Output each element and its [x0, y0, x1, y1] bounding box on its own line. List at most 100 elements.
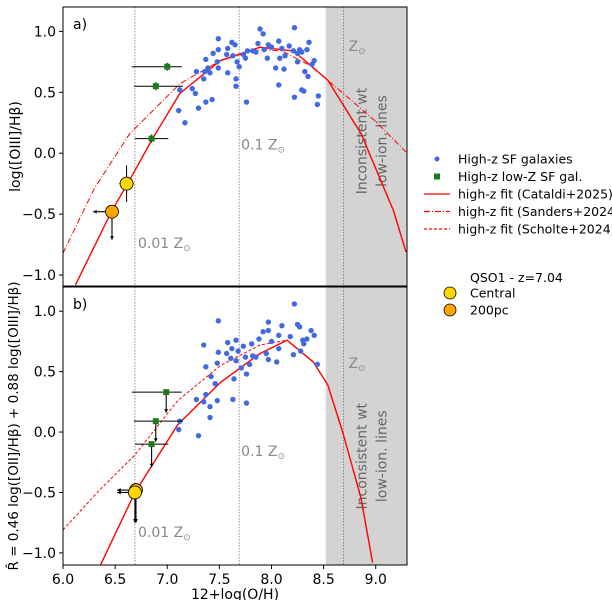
y-tick-label: 0.0 [34, 146, 56, 162]
sf-galaxy-point [203, 56, 209, 63]
sf-galaxy-point [302, 68, 308, 75]
vline-label: 0.01 Z⊙ [138, 525, 191, 543]
vline-label-text: Z [349, 39, 359, 55]
sf-galaxy-point [214, 360, 220, 366]
solar-symbol: ⊙ [183, 533, 191, 543]
sf-galaxy-point [311, 332, 317, 339]
sf-galaxy-point [233, 76, 239, 82]
sf-galaxy-point [291, 301, 298, 307]
legend-label: high-z fit (Sanders+2024) [458, 204, 612, 219]
sf-galaxy-point [225, 45, 231, 52]
sf-galaxy-point [248, 341, 255, 347]
lowz-galaxy-point [148, 441, 155, 448]
sf-galaxy-point [291, 25, 298, 31]
sf-galaxy-point [201, 342, 207, 348]
sf-galaxy-point [304, 336, 310, 342]
solar-symbol: ⊙ [358, 364, 366, 374]
legend-marker-square [434, 173, 440, 180]
qso-point-central [128, 485, 142, 500]
limit-arrow-head [110, 236, 114, 240]
sf-galaxy-point [243, 400, 250, 406]
legend-label: high-z fit (Cataldi+2025) [458, 187, 612, 202]
sf-galaxy-point [314, 361, 321, 368]
sf-galaxy-point [215, 65, 222, 71]
sf-galaxy-point [242, 55, 249, 61]
sf-galaxy-point [233, 83, 239, 89]
sf-galaxy-point [223, 350, 230, 357]
sf-galaxy-point [276, 332, 282, 339]
lowz-galaxy-point [152, 418, 159, 425]
x-tick-label: 6.5 [104, 572, 126, 588]
legend-label: high-z fit (Scholte+2024) [458, 222, 612, 237]
sf-galaxy-point [202, 68, 208, 75]
plot-area: 0.01 Z⊙0.1 Z⊙Z⊙Inconsistent wt low-ion. l… [63, 287, 407, 565]
vline-label: 0.1 Z⊙ [241, 138, 285, 156]
sf-galaxy-point [276, 345, 282, 352]
panel-a: 0.01 Z⊙0.1 Z⊙Z⊙Inconsistent wt low-ion. l… [8, 6, 408, 287]
sf-galaxy-point [228, 355, 234, 362]
sf-galaxy-point [195, 105, 202, 111]
sf-galaxy-point [193, 396, 200, 403]
x-tick-label: 6.0 [52, 572, 74, 588]
sf-galaxy-point [279, 45, 285, 52]
sf-galaxy-point [308, 327, 314, 334]
solar-symbol: ⊙ [183, 244, 191, 254]
legend-qso-marker [443, 303, 457, 317]
sf-galaxy-point [215, 35, 222, 42]
x-tick-label: 7.0 [156, 572, 178, 588]
shaded-region-label: Inconsistent wt [355, 87, 371, 194]
sf-galaxy-point [230, 53, 236, 59]
y-tick-label: 1.0 [34, 304, 56, 320]
sf-galaxy-point [205, 65, 211, 71]
sf-galaxy-point [176, 426, 182, 433]
sf-galaxy-point [272, 65, 279, 71]
sf-galaxy-point [203, 364, 209, 370]
qso-point-200pc [105, 204, 119, 219]
sf-galaxy-point [214, 59, 220, 65]
sf-galaxy-point [244, 48, 251, 54]
vline-label: Z⊙ [349, 39, 366, 57]
legend-qso-title: QSO1 - z=7.04 [470, 270, 563, 285]
sf-galaxy-point [260, 329, 266, 335]
x-axis-label: 12+log(O/H) [191, 587, 279, 600]
vline-label: 0.1 Z⊙ [241, 444, 285, 462]
sf-galaxy-point [276, 38, 282, 44]
sf-galaxy-point [201, 76, 207, 82]
sf-galaxy-point [304, 46, 310, 53]
sf-galaxy-point [215, 318, 222, 324]
sf-galaxy-point [238, 365, 244, 371]
qso-point-central [119, 176, 134, 191]
sf-galaxy-point [279, 322, 285, 329]
legend: High-z SF galaxies High-z low-Z SF gal. hi… [424, 152, 612, 318]
panel-b: 0.01 Z⊙0.1 Z⊙Z⊙Inconsistent wt low-ion. l… [6, 282, 408, 600]
sf-galaxy-point [229, 345, 235, 352]
sf-galaxy-point [315, 93, 322, 99]
sf-galaxy-point [296, 324, 303, 330]
y-tick-label: 0.5 [34, 85, 56, 101]
sf-galaxy-point [207, 403, 213, 410]
limit-arrow-head [133, 519, 137, 523]
sf-galaxy-point [215, 349, 222, 355]
sf-galaxy-point [301, 341, 307, 347]
sf-galaxy-point [208, 373, 214, 380]
sf-galaxy-point [291, 94, 298, 100]
sf-galaxy-point [290, 351, 297, 358]
sf-galaxy-point [203, 391, 209, 398]
x-tick-label: 7.5 [208, 572, 230, 588]
sf-galaxy-point [233, 358, 239, 364]
sf-galaxy-point [210, 50, 216, 56]
sf-galaxy-point [305, 73, 311, 80]
x-tick-label: 8.5 [312, 572, 334, 588]
sf-galaxy-point [176, 107, 182, 114]
sf-galaxy-point [260, 31, 266, 37]
lowz-galaxy-point [152, 83, 159, 90]
y-tick-label: 0.5 [34, 365, 56, 381]
sf-galaxy-point [264, 55, 271, 61]
axes-frame [62, 286, 408, 566]
sf-galaxy-point [268, 338, 275, 345]
sf-galaxy-point [225, 70, 231, 76]
vline-label-text: 0.01 Z [138, 525, 183, 541]
sf-galaxy-point [215, 46, 222, 53]
sf-galaxy-point [282, 53, 288, 59]
shaded-region-label: Inconsistent wt [355, 402, 371, 509]
